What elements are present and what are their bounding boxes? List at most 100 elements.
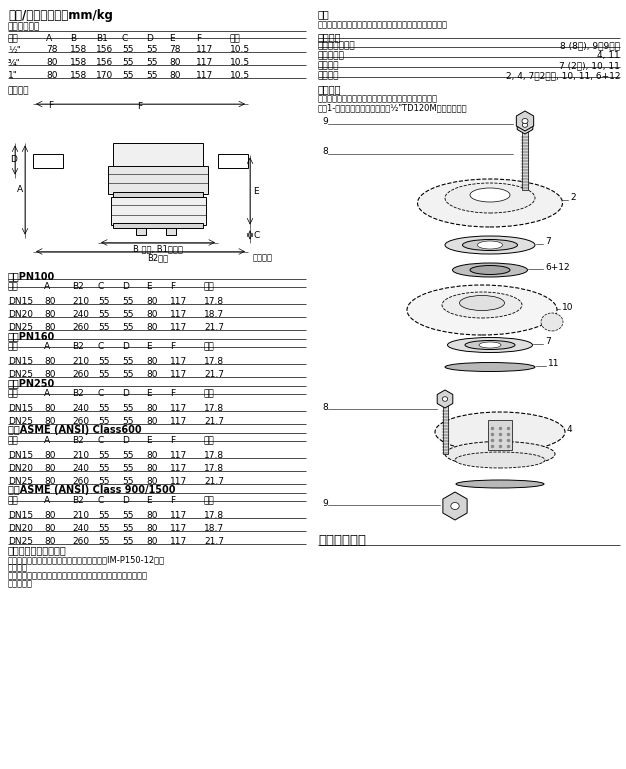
Text: 260: 260	[72, 537, 89, 546]
Text: 10.5: 10.5	[230, 71, 250, 80]
Text: 260: 260	[72, 370, 89, 379]
Text: 9: 9	[322, 118, 328, 126]
Text: D: D	[122, 389, 129, 398]
Bar	[166, 165, 176, 175]
Ellipse shape	[456, 480, 544, 488]
Text: 80: 80	[146, 297, 158, 306]
Text: 80: 80	[44, 404, 56, 413]
Text: 80: 80	[169, 58, 180, 67]
Text: 建议拧紧力矩: 建议拧紧力矩	[318, 534, 366, 547]
Text: 80: 80	[44, 464, 56, 473]
Text: 1": 1"	[8, 71, 18, 80]
Text: 80: 80	[146, 511, 158, 520]
Text: F: F	[170, 436, 175, 445]
Text: 80: 80	[146, 464, 158, 473]
Text: 法兰PN250: 法兰PN250	[8, 378, 55, 388]
Text: 尺寸/重量（近似）mm/kg: 尺寸/重量（近似）mm/kg	[8, 9, 113, 22]
Text: 80: 80	[44, 323, 56, 332]
Text: 80: 80	[44, 310, 56, 319]
Text: 80: 80	[146, 524, 158, 533]
Ellipse shape	[435, 412, 565, 452]
Text: 117: 117	[170, 537, 187, 546]
Text: A: A	[44, 389, 50, 398]
Text: B2: B2	[72, 342, 84, 351]
Text: 210: 210	[72, 297, 89, 306]
Text: DN20: DN20	[8, 310, 33, 319]
Text: 55: 55	[122, 58, 133, 67]
Text: 55: 55	[98, 451, 110, 460]
Text: 55: 55	[122, 417, 133, 426]
Text: 10.5: 10.5	[230, 45, 250, 54]
Text: 55: 55	[122, 310, 133, 319]
Text: 55: 55	[122, 71, 133, 80]
Text: D: D	[122, 282, 129, 291]
Text: 法兰ASME (ANSI) Class600: 法兰ASME (ANSI) Class600	[8, 425, 141, 435]
Text: 4: 4	[567, 424, 573, 434]
Text: 117: 117	[170, 417, 187, 426]
Text: 拆卸距离: 拆卸距离	[253, 254, 273, 262]
Text: 117: 117	[170, 357, 187, 366]
Ellipse shape	[442, 292, 522, 318]
Text: F: F	[170, 282, 175, 291]
Text: 80: 80	[146, 310, 158, 319]
Bar	[488, 420, 512, 450]
Text: B2法兰: B2法兰	[148, 254, 168, 262]
Text: D: D	[122, 496, 129, 505]
Text: 口径: 口径	[8, 496, 19, 505]
Text: 117: 117	[170, 370, 187, 379]
Text: 117: 117	[170, 297, 187, 306]
Text: 55: 55	[122, 477, 133, 486]
Ellipse shape	[522, 118, 528, 124]
Text: 17.8: 17.8	[204, 451, 224, 460]
Text: 117: 117	[170, 451, 187, 460]
Text: 图中实线部分所示为可供备件，虚线部分不作为备件提供。: 图中实线部分所示为可供备件，虚线部分不作为备件提供。	[318, 20, 448, 29]
Text: 55: 55	[98, 537, 110, 546]
Text: DN15: DN15	[8, 357, 33, 366]
Text: 55: 55	[146, 71, 158, 80]
Text: B: B	[70, 34, 76, 43]
Text: 垫片组件: 垫片组件	[318, 61, 339, 70]
Text: 210: 210	[72, 451, 89, 460]
Text: 55: 55	[98, 417, 110, 426]
Text: 210: 210	[72, 357, 89, 366]
Text: 80: 80	[146, 404, 158, 413]
Ellipse shape	[451, 502, 459, 510]
Text: E: E	[169, 34, 175, 43]
Text: DN20: DN20	[8, 464, 33, 473]
Bar	[113, 222, 203, 228]
Text: A: A	[44, 436, 50, 445]
Text: 260: 260	[72, 323, 89, 332]
Text: 对焊和承插焊: 对焊和承插焊	[8, 22, 40, 31]
Ellipse shape	[445, 362, 535, 371]
Text: A: A	[44, 282, 50, 291]
Text: 80: 80	[46, 58, 58, 67]
Text: C: C	[98, 436, 105, 445]
Text: DN25: DN25	[8, 323, 33, 332]
Text: DN15: DN15	[8, 511, 33, 520]
Text: 55: 55	[98, 404, 110, 413]
Text: 详细信息请参考随产品提供的安装维修指南（IM-P150-12）。: 详细信息请参考随产品提供的安装维修指南（IM-P150-12）。	[8, 555, 165, 564]
Text: 117: 117	[196, 58, 213, 67]
Text: 78: 78	[46, 45, 58, 54]
Bar	[33, 154, 63, 168]
Text: 80: 80	[146, 417, 158, 426]
Text: 口径: 口径	[8, 282, 19, 291]
Text: 55: 55	[122, 370, 133, 379]
Text: 80: 80	[44, 524, 56, 533]
Text: E: E	[146, 342, 151, 351]
Bar	[113, 191, 203, 197]
Text: E: E	[146, 282, 151, 291]
Text: A: A	[44, 496, 50, 505]
Text: 口径: 口径	[8, 436, 19, 445]
Ellipse shape	[445, 183, 535, 213]
Text: 安装提示: 安装提示	[8, 563, 28, 572]
Text: 117: 117	[170, 310, 187, 319]
Text: 117: 117	[170, 524, 187, 533]
Text: 可供备件: 可供备件	[318, 32, 342, 42]
Text: C: C	[98, 342, 105, 351]
Text: 117: 117	[196, 71, 213, 80]
Text: 护和替换。: 护和替换。	[8, 579, 33, 588]
Text: 55: 55	[98, 524, 110, 533]
Polygon shape	[516, 111, 533, 131]
Text: 55: 55	[122, 524, 133, 533]
